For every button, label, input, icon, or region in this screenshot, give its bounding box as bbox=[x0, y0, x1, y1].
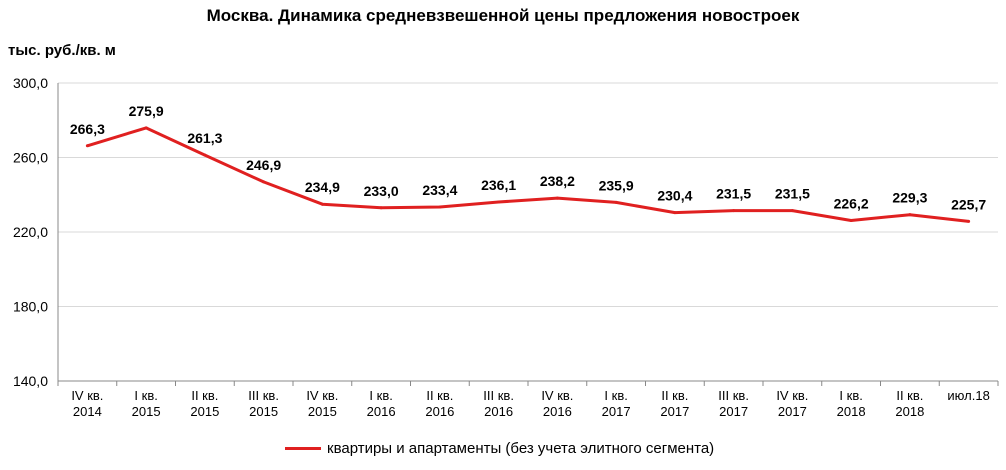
data-point bbox=[379, 206, 383, 210]
data-label: 233,4 bbox=[422, 182, 457, 198]
data-point bbox=[908, 213, 912, 217]
data-point bbox=[144, 126, 148, 130]
legend: квартиры и апартаменты (без учета элитно… bbox=[285, 440, 714, 457]
x-tick-label: I кв. 2016 bbox=[367, 388, 396, 419]
data-label: 266,3 bbox=[70, 121, 105, 137]
data-label: 238,2 bbox=[540, 173, 575, 189]
y-tick-label: 180,0 bbox=[13, 299, 48, 315]
x-tick-label: I кв. 2015 bbox=[132, 388, 161, 419]
x-tick-label: III кв. 2015 bbox=[248, 388, 279, 419]
data-point bbox=[790, 209, 794, 213]
x-tick-label: IV кв. 2015 bbox=[306, 388, 338, 419]
y-axis-label: тыс. руб./кв. м bbox=[8, 42, 116, 59]
x-tick-label: IV кв. 2017 bbox=[776, 388, 808, 419]
data-label: 231,5 bbox=[775, 186, 810, 202]
x-tick-label: II кв. 2018 bbox=[895, 388, 924, 419]
data-point bbox=[967, 219, 971, 223]
x-tick-label: I кв. 2018 bbox=[837, 388, 866, 419]
data-point bbox=[732, 209, 736, 213]
x-tick-label: II кв. 2017 bbox=[660, 388, 689, 419]
x-tick-label: II кв. 2016 bbox=[425, 388, 454, 419]
x-tick-label: I кв. 2017 bbox=[602, 388, 631, 419]
y-tick-label: 220,0 bbox=[13, 224, 48, 240]
data-label: 231,5 bbox=[716, 186, 751, 202]
y-tick-label: 140,0 bbox=[13, 373, 48, 389]
x-tick-label: III кв. 2016 bbox=[483, 388, 514, 419]
y-tick-label: 260,0 bbox=[13, 150, 48, 166]
data-label: 246,9 bbox=[246, 157, 281, 173]
data-point bbox=[203, 153, 207, 157]
data-label: 230,4 bbox=[657, 188, 692, 204]
x-tick-label: июл.18 bbox=[947, 388, 989, 403]
data-label: 234,9 bbox=[305, 179, 340, 195]
data-label: 275,9 bbox=[129, 103, 164, 119]
y-tick-label: 300,0 bbox=[13, 75, 48, 91]
data-point bbox=[555, 196, 559, 200]
data-point bbox=[262, 180, 266, 184]
data-point bbox=[438, 205, 442, 209]
x-tick-label: IV кв. 2016 bbox=[541, 388, 573, 419]
chart-title: Москва. Динамика средневзвешенной цены п… bbox=[206, 6, 800, 25]
data-point bbox=[614, 200, 618, 204]
x-tick-label: II кв. 2015 bbox=[190, 388, 219, 419]
data-label: 235,9 bbox=[599, 177, 634, 193]
data-label: 236,1 bbox=[481, 177, 516, 193]
data-point bbox=[320, 202, 324, 206]
data-label: 226,2 bbox=[834, 195, 869, 211]
data-point bbox=[85, 144, 89, 148]
data-point bbox=[849, 218, 853, 222]
data-label: 229,3 bbox=[892, 190, 927, 206]
data-label: 225,7 bbox=[951, 196, 986, 212]
x-tick-label: IV кв. 2014 bbox=[71, 388, 103, 419]
data-point bbox=[497, 200, 501, 204]
legend-swatch bbox=[285, 447, 321, 450]
series-line bbox=[86, 126, 969, 223]
data-label: 261,3 bbox=[187, 130, 222, 146]
legend-label: квартиры и апартаменты (без учета элитно… bbox=[327, 440, 715, 457]
data-label: 233,0 bbox=[364, 183, 399, 199]
data-point bbox=[673, 211, 677, 215]
x-tick-label: III кв. 2017 bbox=[718, 388, 749, 419]
